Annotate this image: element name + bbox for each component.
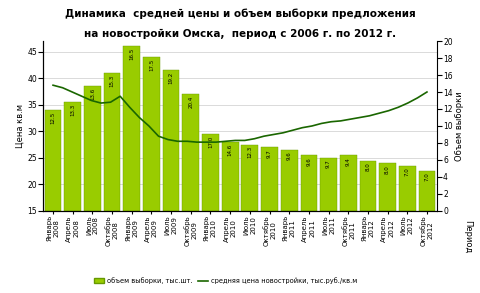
Bar [45, 110, 61, 211]
Text: 8.0: 8.0 [365, 162, 371, 171]
Text: 12.5: 12.5 [50, 112, 56, 124]
Bar [104, 73, 120, 211]
Text: на новостройки Омска,  период с 2006 г. по 2012 г.: на новостройки Омска, период с 2006 г. п… [84, 29, 396, 39]
Y-axis label: Объем выборки: Объем выборки [456, 91, 465, 161]
Bar [379, 163, 396, 211]
Text: 9.7: 9.7 [326, 159, 331, 168]
Text: Динамика  средней цены и объем выборки предложения: Динамика средней цены и объем выборки пр… [65, 9, 415, 19]
Bar [163, 70, 180, 211]
Text: 8.0: 8.0 [385, 165, 390, 173]
Text: 7.0: 7.0 [424, 173, 430, 181]
Bar [399, 166, 416, 211]
Bar [64, 102, 81, 211]
Text: 17.5: 17.5 [149, 59, 154, 71]
Text: 16.5: 16.5 [129, 48, 134, 60]
Bar [84, 86, 101, 211]
Bar [360, 161, 376, 211]
Bar [143, 57, 160, 211]
Text: 9.7: 9.7 [267, 149, 272, 158]
Text: 12.3: 12.3 [247, 146, 252, 159]
Bar [241, 144, 258, 211]
Text: 9.6: 9.6 [287, 151, 292, 160]
Text: 7.0: 7.0 [405, 167, 410, 176]
Bar [281, 150, 298, 211]
Text: 14.6: 14.6 [228, 144, 233, 156]
Text: 19.2: 19.2 [168, 72, 174, 84]
Bar [182, 94, 199, 211]
Bar [123, 46, 140, 211]
Bar [419, 171, 435, 211]
Text: 17.0: 17.0 [208, 136, 213, 148]
Y-axis label: Цена кв.м: Цена кв.м [15, 104, 24, 148]
Bar [300, 155, 317, 211]
Text: 13.3: 13.3 [70, 104, 75, 116]
Text: 13.6: 13.6 [90, 88, 95, 100]
Text: Период: Период [464, 220, 472, 253]
Bar [261, 147, 278, 211]
Bar [340, 155, 357, 211]
Bar [320, 158, 337, 211]
Text: 9.4: 9.4 [346, 157, 351, 166]
Text: 15.3: 15.3 [109, 74, 115, 87]
Text: 20.4: 20.4 [188, 96, 193, 108]
Bar [222, 142, 239, 211]
Text: 9.6: 9.6 [306, 157, 312, 166]
Legend: объем выборки, тыс.шт., средняя цена новостройки, тыс.руб./кв.м: объем выборки, тыс.шт., средняя цена нов… [92, 275, 360, 287]
Bar [202, 134, 219, 211]
